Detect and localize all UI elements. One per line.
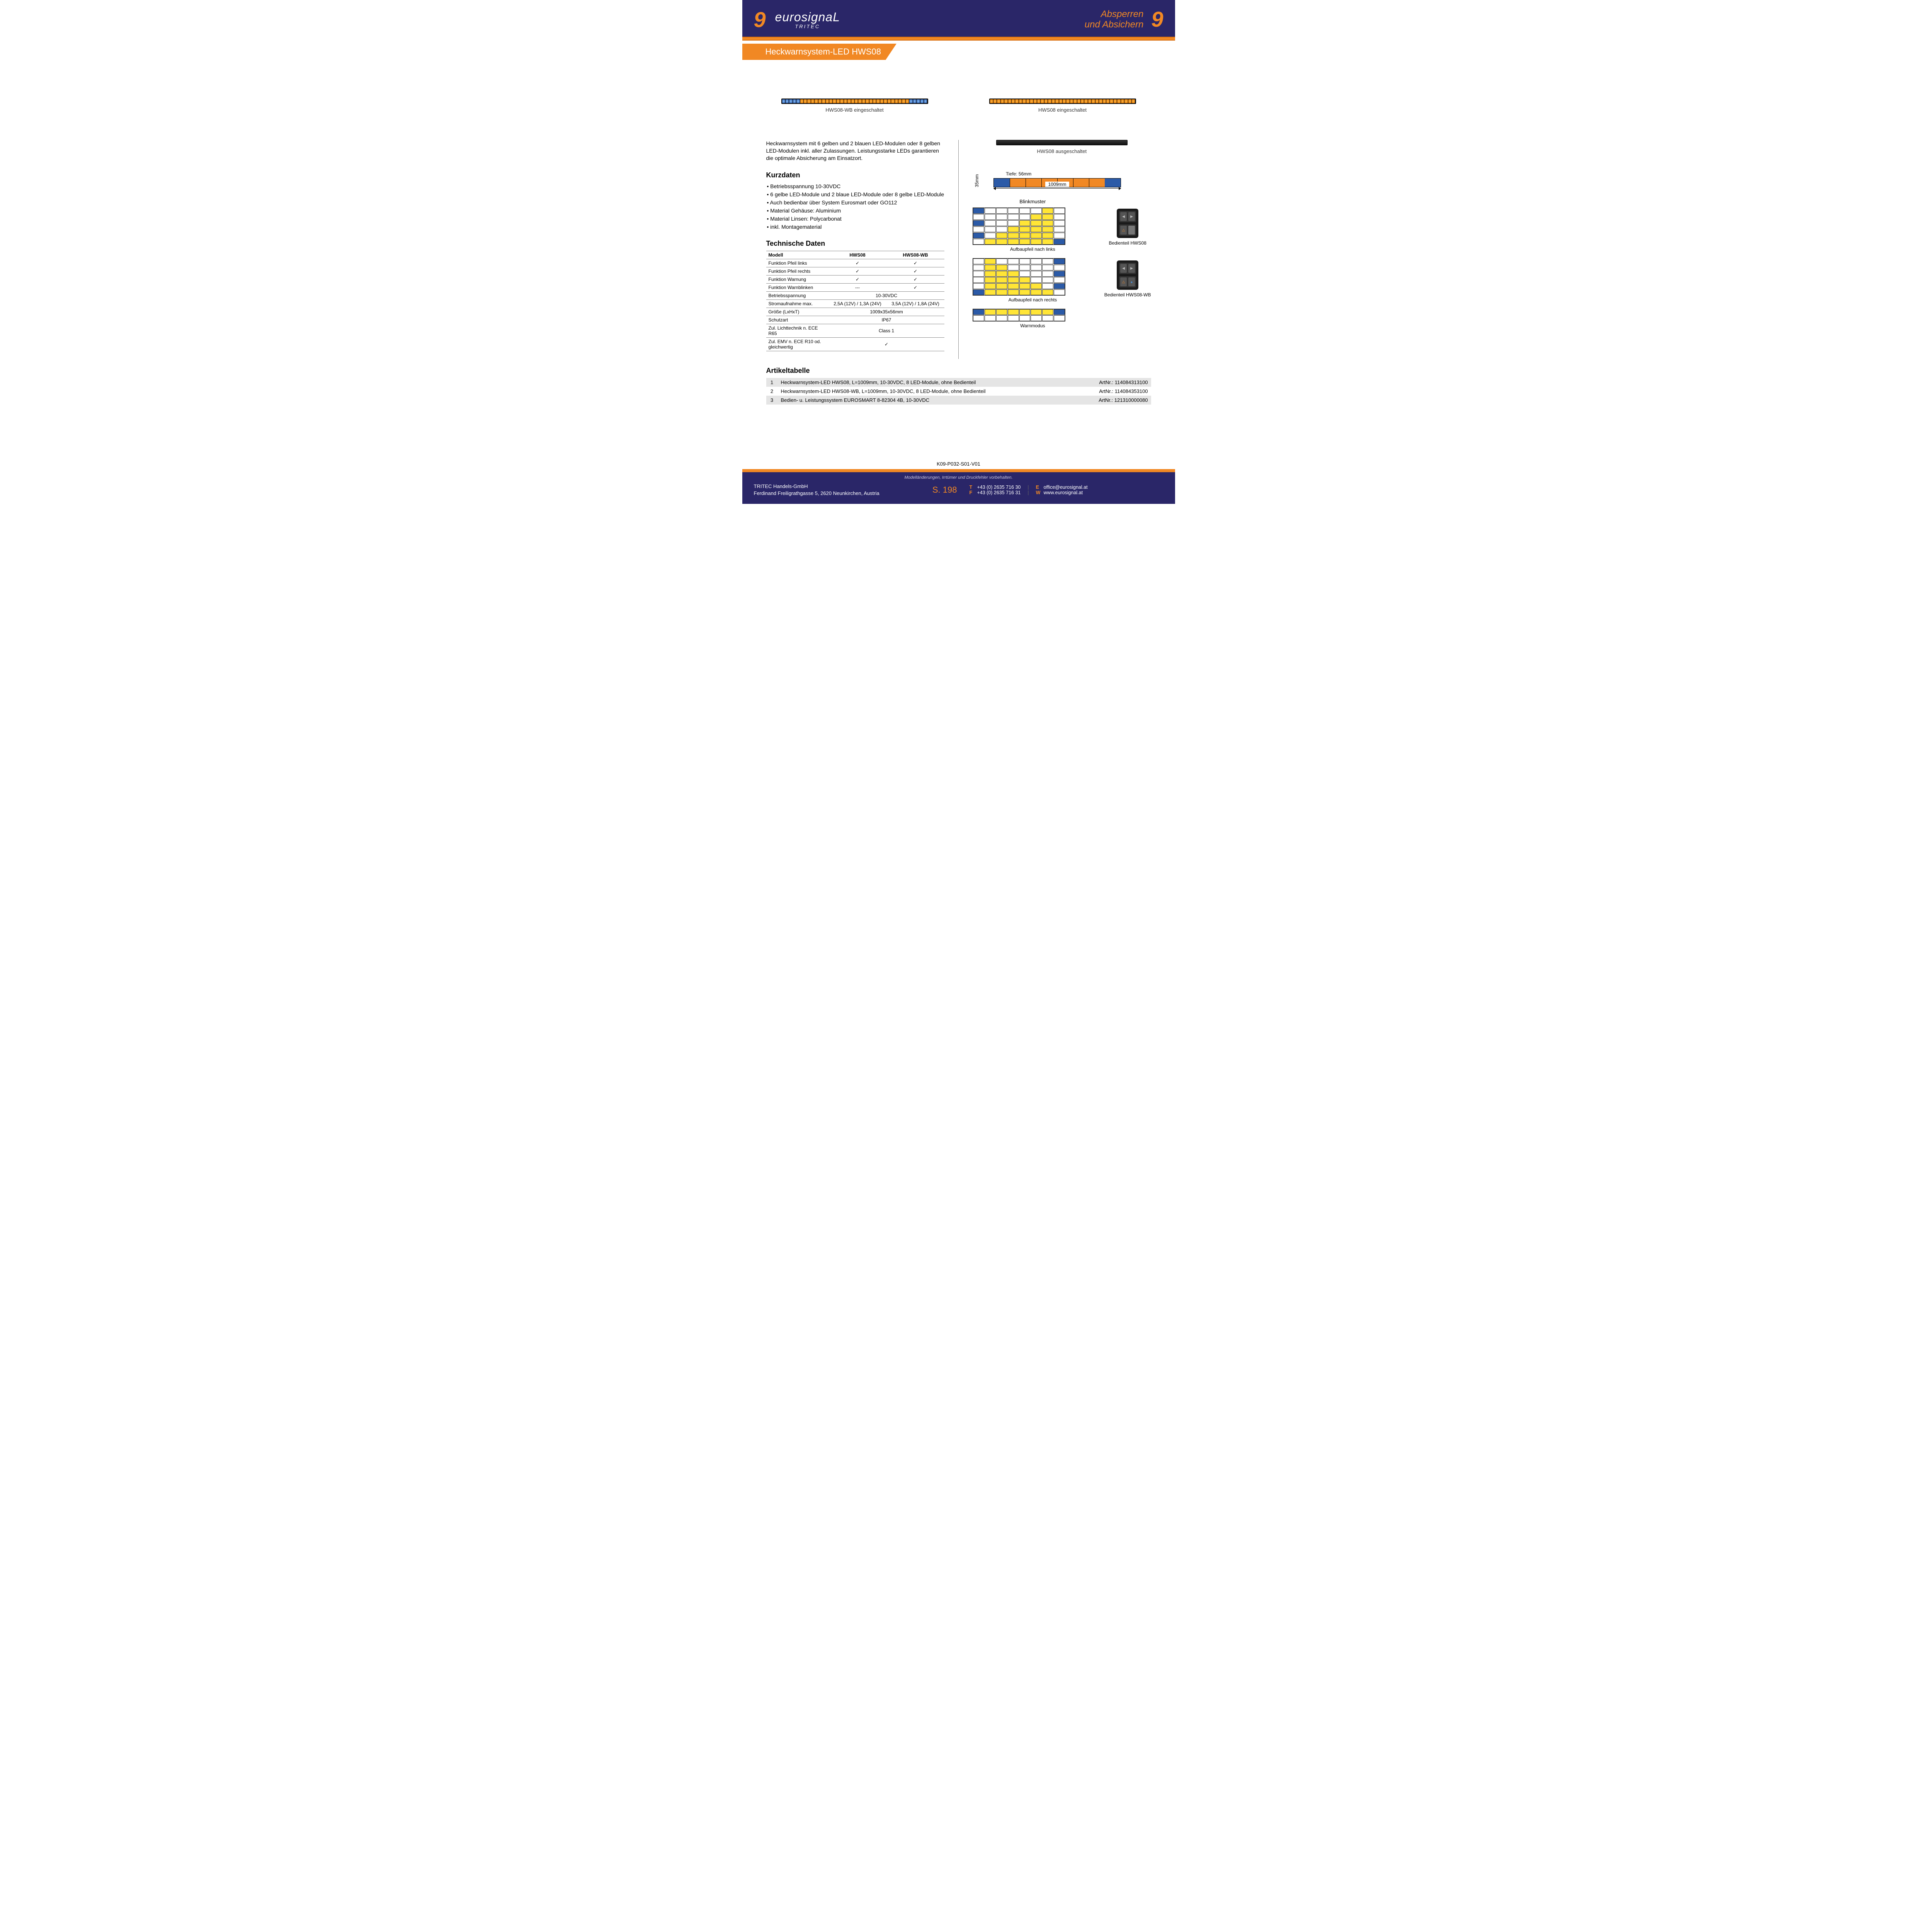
page-footer: Modelländerungen, Irrtümer und Druckfehl… xyxy=(742,472,1175,504)
email-value: office@eurosignal.at xyxy=(1044,485,1088,490)
email-label: E xyxy=(1036,485,1041,490)
page-title: Heckwarnsystem-LED HWS08 xyxy=(742,44,897,60)
section-title: Absperren und Absichern 9 xyxy=(1085,7,1163,32)
article-row: 2Heckwarnsystem-LED HWS08-WB, L=1009mm, … xyxy=(766,387,1151,396)
product-on-row: HWS08-WB eingeschaltet HWS08 eingeschalt… xyxy=(766,99,1151,113)
kurzdaten-item: 6 gelbe LED-Module und 2 blaue LED-Modul… xyxy=(766,190,945,199)
lightbar-wb xyxy=(781,99,928,104)
lightbar-off xyxy=(996,140,1128,145)
chapter-number-right: 9 xyxy=(1151,7,1163,32)
section-line1: Absperren xyxy=(1085,9,1144,20)
dim-width: 1009mm xyxy=(993,182,1121,187)
kurzdaten-heading: Kurzdaten xyxy=(766,171,945,179)
page-header: 9 eurosignaL TRITEC Absperren und Absich… xyxy=(742,0,1175,37)
pattern-grid-right xyxy=(973,258,1065,296)
brand-sub: TRITEC xyxy=(775,24,840,29)
pattern2-label: Aufbaupfeil nach rechts xyxy=(973,297,1093,303)
company-address: Ferdinand Freiligrathgasse 5, 2620 Neunk… xyxy=(754,490,920,497)
kurzdaten-item: inkl. Montagematerial xyxy=(766,223,945,231)
control-a-label: Bedienteil HWS08 xyxy=(1109,240,1146,246)
column-divider xyxy=(958,140,959,359)
dim-height: 35mm xyxy=(974,174,980,187)
blink-patterns-area: Blinkmuster Aufbaupfeil nach links Aufba… xyxy=(973,199,1151,335)
section-line2: und Absichern xyxy=(1085,19,1144,30)
articles-heading: Artikeltabelle xyxy=(766,367,1151,375)
brand-main: eurosignaL xyxy=(775,10,840,24)
blink-title: Blinkmuster xyxy=(973,199,1093,204)
company-name: TRITEC Handels-GmbH xyxy=(754,483,920,490)
pattern1-label: Aufbaupfeil nach links xyxy=(973,247,1093,252)
chapter-number-left: 9 xyxy=(754,7,766,32)
lightbar-std xyxy=(989,99,1136,104)
controls-column: ◀▶ △ Bedienteil HWS08 ◀▶ △● Bedienteil H… xyxy=(1104,199,1151,335)
control-unit-b: ◀▶ △● xyxy=(1117,260,1138,290)
header-stripe xyxy=(742,37,1175,41)
kurzdaten-list: Betriebsspannung 10-30VDC6 gelbe LED-Mod… xyxy=(766,182,945,231)
caption-wb-on: HWS08-WB eingeschaltet xyxy=(766,107,943,113)
fax-value: +43 (0) 2635 716 31 xyxy=(977,490,1021,495)
caption-off: HWS08 ausgeschaltet xyxy=(973,148,1151,154)
web-value: www.eurosignal.at xyxy=(1044,490,1083,495)
article-row: 3Bedien- u. Leistungssystem EUROSMART 8-… xyxy=(766,396,1151,405)
articles-table: 1Heckwarnsystem-LED HWS08, L=1009mm, 10-… xyxy=(766,378,1151,405)
disclaimer: Modelländerungen, Irrtümer und Druckfehl… xyxy=(754,475,1163,480)
kurzdaten-item: Material Linsen: Polycarbonat xyxy=(766,215,945,223)
tech-col-a: HWS08 xyxy=(828,251,886,259)
dim-depth: Tiefe: 56mm xyxy=(1006,171,1151,177)
kurzdaten-item: Betriebsspannung 10-30VDC xyxy=(766,182,945,190)
tech-table: Modell HWS08 HWS08-WB Funktion Pfeil lin… xyxy=(766,251,945,351)
fax-label: F xyxy=(969,490,975,495)
title-row: Heckwarnsystem-LED HWS08 xyxy=(742,44,1175,60)
page-number: S. 198 xyxy=(928,485,962,495)
tech-col-model: Modell xyxy=(766,251,829,259)
footer-company: TRITEC Handels-GmbH Ferdinand Freiligrat… xyxy=(754,483,920,497)
product-wb-on: HWS08-WB eingeschaltet xyxy=(766,99,943,113)
footer-contact: T+43 (0) 2635 716 30 | Eoffice@eurosigna… xyxy=(969,485,1163,495)
brand-logo: eurosignaL TRITEC xyxy=(775,10,840,29)
kurzdaten-item: Auch bedienbar über System Eurosmart ode… xyxy=(766,199,945,207)
pattern-grid-left xyxy=(973,207,1065,245)
tech-heading: Technische Daten xyxy=(766,240,945,248)
caption-std-on: HWS08 eingeschaltet xyxy=(974,107,1151,113)
phone-value: +43 (0) 2635 716 30 xyxy=(977,485,1021,490)
tech-col-b: HWS08-WB xyxy=(886,251,944,259)
footer-stripe xyxy=(742,469,1175,472)
product-std-on: HWS08 eingeschaltet xyxy=(974,99,1151,113)
web-label: W xyxy=(1036,490,1041,495)
document-code: K09-P032-S01-V01 xyxy=(742,459,1175,469)
intro-text: Heckwarnsystem mit 6 gelben und 2 blauen… xyxy=(766,140,945,162)
control-unit-a: ◀▶ △ xyxy=(1117,209,1138,238)
pattern3-label: Warnmodus xyxy=(973,323,1093,328)
dimension-diagram: 35mm Tiefe: 56mm 1009mm xyxy=(984,171,1151,187)
phone-label: T xyxy=(969,485,975,490)
control-b-label: Bedienteil HWS08-WB xyxy=(1104,292,1151,298)
article-row: 1Heckwarnsystem-LED HWS08, L=1009mm, 10-… xyxy=(766,378,1151,387)
kurzdaten-item: Material Gehäuse: Aluminium xyxy=(766,207,945,215)
pattern-grid-warn xyxy=(973,309,1065,321)
